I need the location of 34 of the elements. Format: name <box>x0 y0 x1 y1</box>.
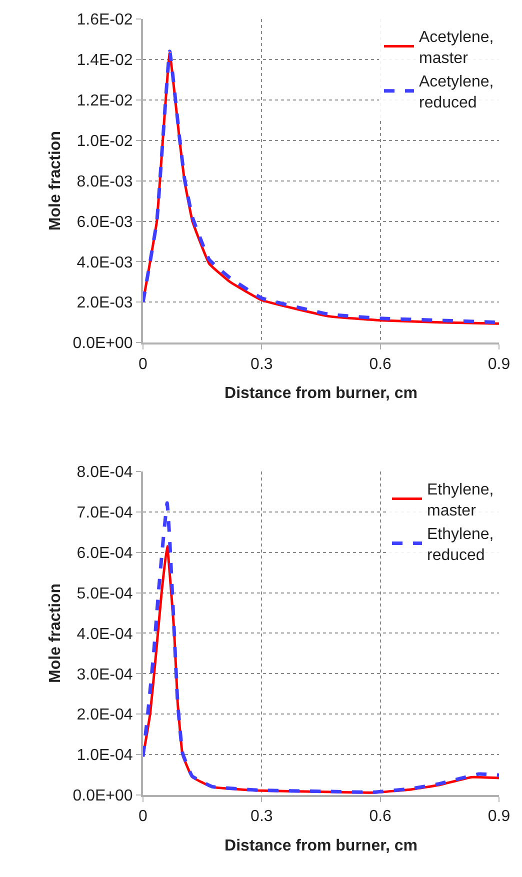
y-tick-label: 6.0E-04 <box>76 544 133 562</box>
x-tick-label: 0 <box>138 356 148 373</box>
x-tick-label: 0.3 <box>250 356 273 373</box>
y-tick-label: 7.0E-04 <box>76 504 133 522</box>
y-axis-title: Mole fraction <box>47 583 64 683</box>
y-tick-label: 1.6E-02 <box>76 12 133 29</box>
x-tick-label: 0.6 <box>369 808 392 826</box>
x-axis-title: Distance from burner, cm <box>224 384 418 402</box>
y-tick-label: 4.0E-03 <box>76 254 133 272</box>
y-tick-label: 1.2E-02 <box>76 92 133 110</box>
y-tick-label: 4.0E-04 <box>76 626 133 643</box>
y-tick-label: 1.0E-02 <box>76 132 133 150</box>
x-tick-label: 0.3 <box>250 808 273 826</box>
y-tick-label: 8.0E-03 <box>76 173 133 190</box>
x-tick-label: 0 <box>138 808 148 826</box>
legend-label: Ethylene, reduced <box>427 526 494 564</box>
legend-label: Acetylene, reduced <box>419 74 494 112</box>
y-tick-label: 2.0E-04 <box>76 706 133 724</box>
y-axis-title: Mole fraction <box>47 131 64 231</box>
y-tick-label: 5.0E-04 <box>76 585 133 602</box>
legend-label: Ethylene, master <box>427 482 494 520</box>
y-tick-label: 8.0E-04 <box>76 464 133 482</box>
legend-label: Acetylene, master <box>419 29 494 67</box>
y-tick-label: 3.0E-04 <box>76 666 133 684</box>
x-axis-title: Distance from burner, cm <box>224 837 418 854</box>
y-tick-label: 6.0E-03 <box>76 214 133 231</box>
y-tick-label: 0.0E+00 <box>72 335 133 352</box>
x-tick-label: 0.9 <box>488 356 510 373</box>
x-tick-label: 0.9 <box>488 808 510 826</box>
y-tick-label: 0.0E+00 <box>72 788 133 805</box>
y-tick-label: 2.0E-03 <box>76 294 133 312</box>
x-tick-label: 0.6 <box>369 356 392 373</box>
y-tick-label: 1.0E-04 <box>76 747 133 764</box>
y-tick-label: 1.4E-02 <box>76 52 133 70</box>
